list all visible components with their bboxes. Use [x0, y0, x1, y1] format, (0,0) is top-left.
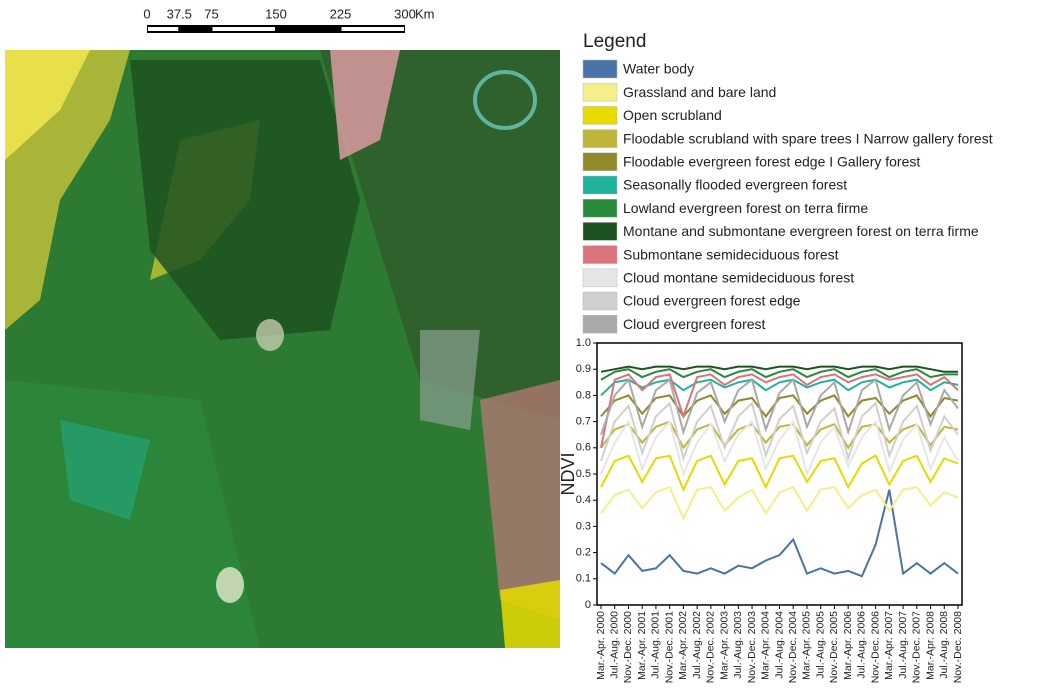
scale-bar-label: 0	[143, 6, 150, 21]
x-tick-label: Mar.-Apr. 2008	[924, 611, 936, 680]
series-line	[601, 395, 958, 416]
x-tick-label: Jul.-Aug. 2002	[691, 611, 703, 679]
x-tick-label: Nov.-Dec. 2000	[622, 611, 634, 683]
y-tick-label: 0.8	[576, 389, 591, 401]
legend-swatch	[583, 292, 617, 310]
x-tick-label: Mar.-Apr. 2003	[718, 611, 730, 680]
x-tick-label: Mar.-Apr. 2006	[842, 611, 854, 680]
y-axis-label: NDVI	[558, 452, 578, 495]
map-scrub	[500, 580, 560, 648]
x-tick-label: Mar.-Apr. 2001	[636, 611, 648, 680]
series-line	[601, 374, 958, 447]
legend-label: Water body	[623, 61, 694, 77]
x-tick-label: Mar.-Apr. 2007	[883, 611, 895, 680]
y-tick-label: 0.7	[576, 416, 591, 428]
map	[5, 50, 560, 648]
x-tick-label: Jul.-Aug. 2000	[609, 611, 621, 679]
scale-bar-label: 75	[204, 6, 218, 21]
y-tick-label: 0.1	[576, 573, 591, 585]
scale-bar-label: 37.5	[167, 6, 192, 21]
x-tick-label: Nov.-Dec. 2007	[911, 611, 923, 683]
x-tick-label: Mar.-Apr. 2005	[801, 611, 813, 680]
scale-bar-label: 150	[265, 6, 287, 21]
legend-label: Montane and submontane evergreen forest …	[623, 223, 979, 239]
x-tick-label: Jul.-Aug. 2008	[938, 611, 950, 679]
x-tick-label: Mar.-Apr. 2002	[677, 611, 689, 680]
series-line	[601, 487, 958, 518]
page: 0 37.5 75 150 225 300Km Legend Water body Gras…	[0, 0, 1048, 698]
series-line	[601, 403, 958, 461]
legend-label: Floodable evergreen forest edge I Galler…	[623, 154, 920, 170]
map-patch	[216, 567, 244, 603]
legend-swatch	[583, 153, 617, 171]
map-patch	[256, 319, 284, 351]
y-tick-label: 0.2	[576, 547, 591, 559]
legend-title: Legend	[583, 31, 646, 52]
x-tick-label: Jul.-Aug. 2007	[897, 611, 909, 679]
x-tick-label: Nov.-Dec. 2005	[828, 611, 840, 683]
legend-swatch	[583, 269, 617, 287]
chart: 0 0.1 0.2 0.3 0.4 0.5 0.6 0.7 0.8 0.9 1.0 NDVI Mar.-…	[558, 337, 964, 683]
x-tick-label: Jul.-Aug. 2004	[773, 611, 785, 679]
y-tick-label: 0.4	[576, 494, 591, 506]
legend-label: Cloud evergreen forest	[623, 316, 766, 332]
y-tick-label: 1.0	[576, 337, 591, 349]
x-tick-label: Nov.-Dec. 2002	[705, 611, 717, 683]
y-tick-label: 0.6	[576, 442, 591, 454]
legend-swatch	[583, 106, 617, 124]
map-cloud	[420, 330, 480, 430]
series-line	[601, 456, 958, 490]
scale-bar-label: 300	[394, 6, 416, 21]
legend-label: Submontane semideciduous forest	[623, 246, 839, 262]
legend-swatch	[583, 83, 617, 101]
x-tick-label: Nov.-Dec. 2004	[787, 611, 799, 683]
series-line	[601, 490, 958, 577]
legend-swatch	[583, 315, 617, 333]
scale-bar-segment	[148, 27, 178, 31]
x-tick-label: Jul.-Aug. 2003	[732, 611, 744, 679]
legend-swatch	[583, 199, 617, 217]
legend-label: Grassland and bare land	[623, 84, 776, 100]
y-tick-label: 0	[585, 599, 591, 611]
legend-swatch	[583, 176, 617, 194]
x-tick-label: Nov.-Dec. 2006	[869, 611, 881, 683]
legend-label: Cloud evergreen forest edge	[623, 293, 801, 309]
legend-swatch	[583, 60, 617, 78]
x-tick-label: Mar.-Apr. 2004	[760, 611, 772, 680]
x-tick-label: Mar.-Apr. 2000	[595, 611, 607, 680]
x-tick-label: Jul.-Aug. 2001	[650, 611, 662, 679]
scale-bar-unit: Km	[415, 6, 435, 21]
legend-swatch	[583, 246, 617, 264]
y-tick-label: 0.5	[576, 468, 591, 480]
x-tick-label: Nov.-Dec. 2001	[663, 611, 675, 683]
scale-bar-segment	[342, 27, 405, 31]
x-tick-label: Jul.-Aug. 2006	[856, 611, 868, 679]
legend-label: Cloud montane semideciduous forest	[623, 270, 854, 286]
legend-label: Open scrubland	[623, 107, 722, 123]
legend: Water body Grassland and bare land Open sc…	[583, 60, 993, 333]
legend-swatch	[583, 222, 617, 240]
legend-swatch	[583, 130, 617, 148]
figure: 0 37.5 75 150 225 300Km Legend Water body Gras…	[0, 0, 1048, 693]
scale-bar-segment	[213, 27, 276, 31]
legend-label: Lowland evergreen forest on terra firme	[623, 200, 868, 216]
legend-label: Floodable scrubland with spare trees I N…	[623, 130, 993, 146]
y-tick-label: 0.3	[576, 520, 591, 532]
y-tick-label: 0.9	[576, 363, 591, 375]
legend-label: Seasonally flooded evergreen forest	[623, 177, 847, 193]
x-tick-label: Jul.-Aug. 2005	[814, 611, 826, 679]
x-tick-label: Nov.-Dec. 2008	[952, 611, 964, 683]
scale-bar-label: 225	[330, 6, 352, 21]
x-tick-label: Nov.-Dec. 2003	[746, 611, 758, 683]
series-line	[601, 422, 958, 448]
